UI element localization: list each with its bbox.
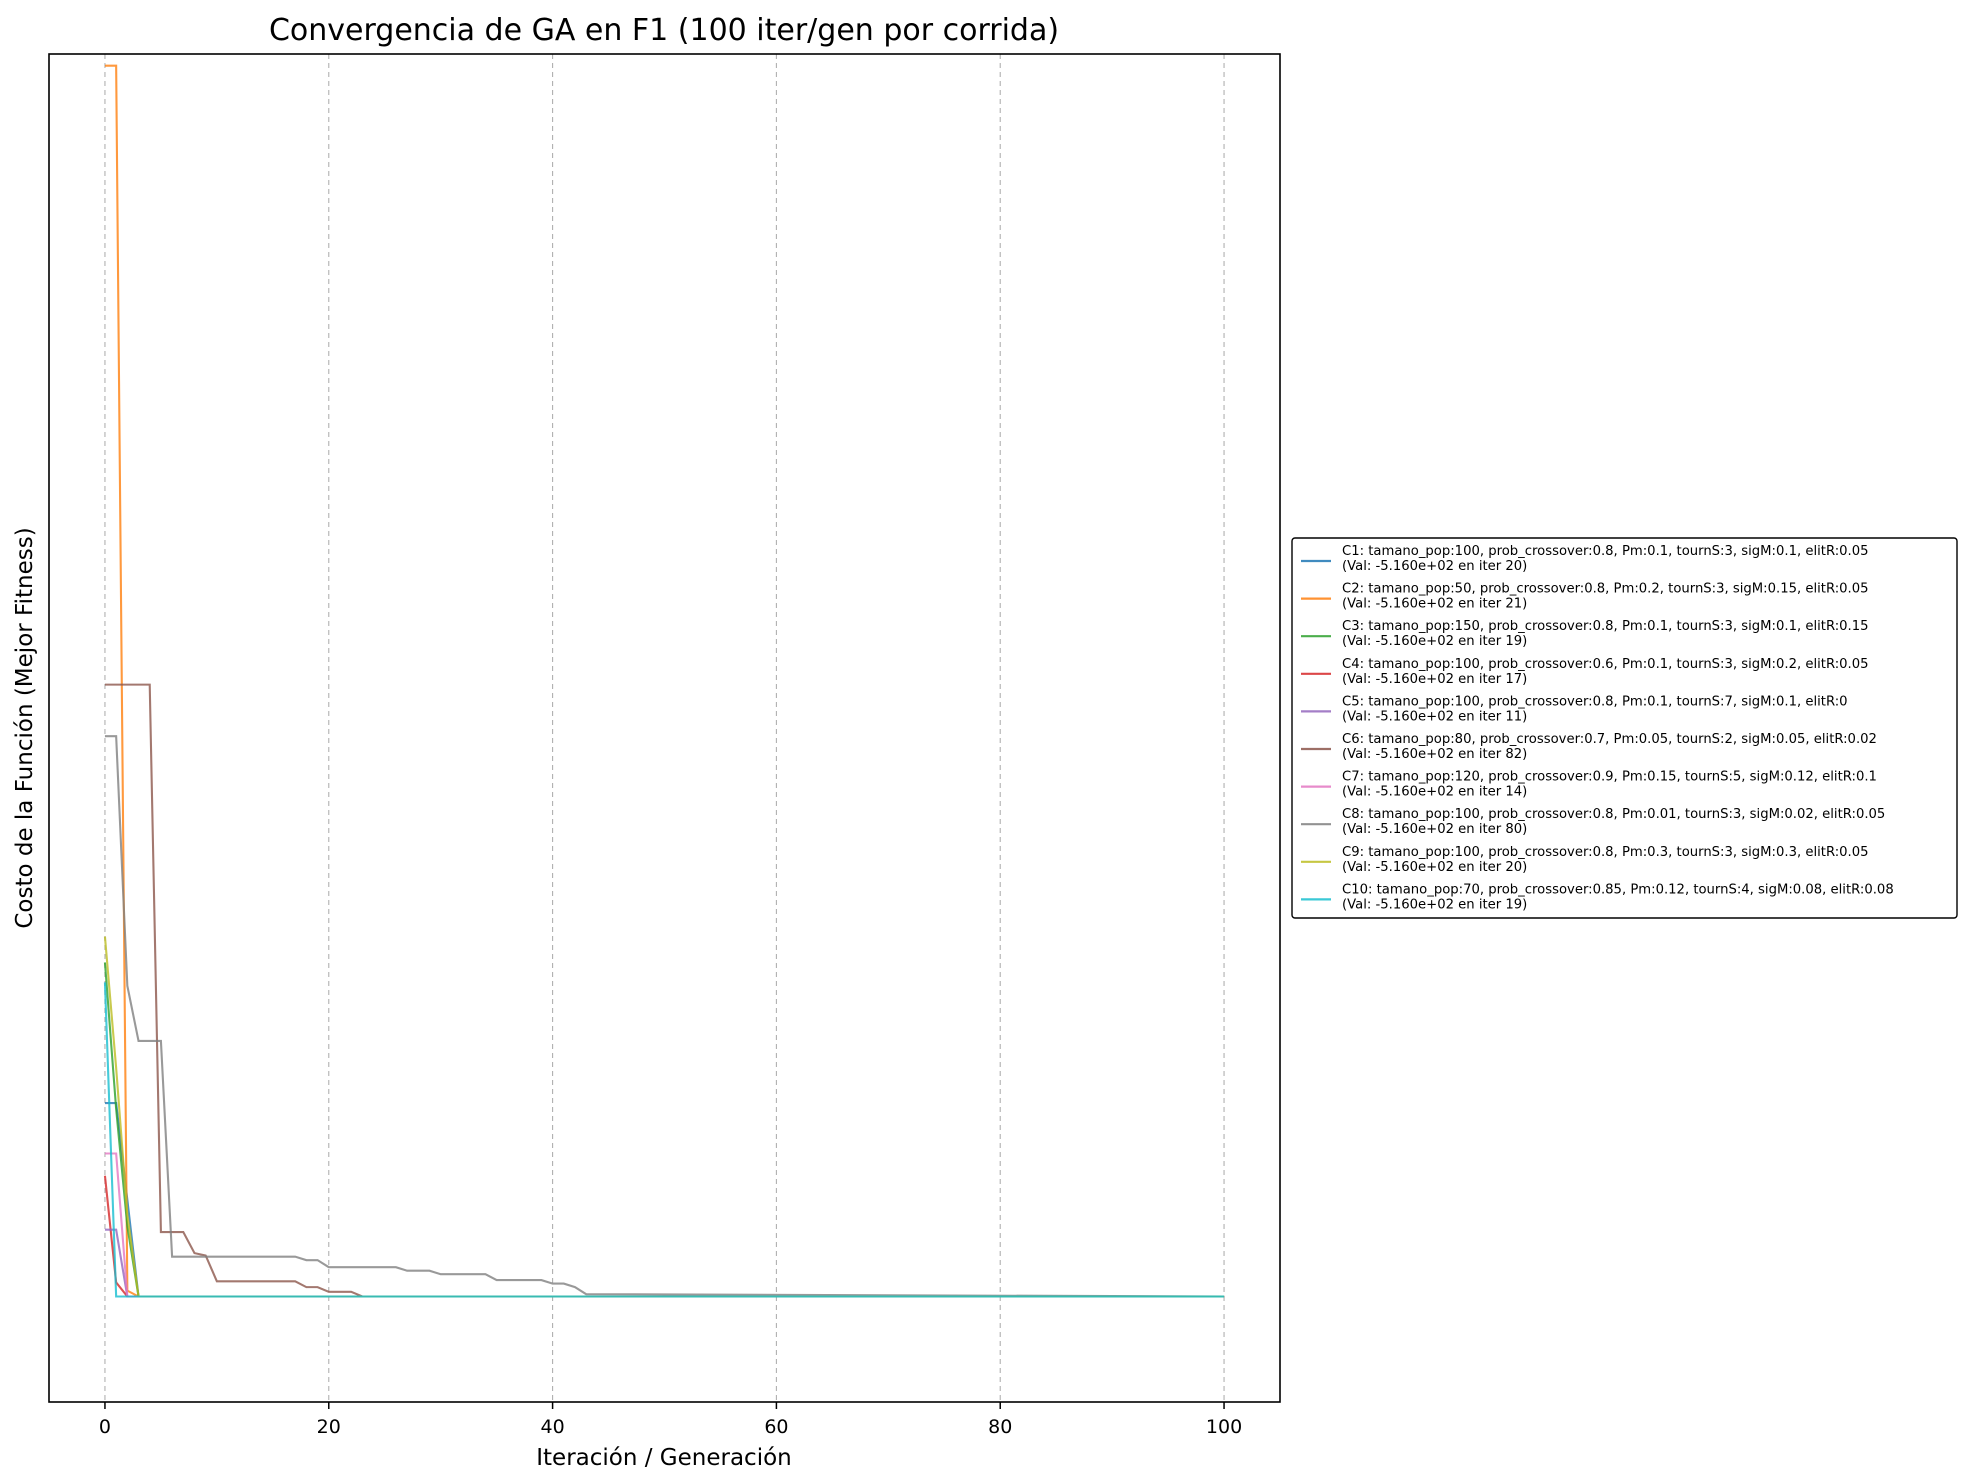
- x-tick-label: 20: [317, 1416, 341, 1438]
- legend-label: C5: tamano_pop:100, prob_crossover:0.8, …: [1342, 694, 1848, 709]
- legend-label: C10: tamano_pop:70, prob_crossover:0.85,…: [1342, 882, 1894, 897]
- chart-title: Convergencia de GA en F1 (100 iter/gen p…: [269, 13, 1059, 48]
- series-line-c7: [104, 1152, 1225, 1298]
- legend-label: C9: tamano_pop:100, prob_crossover:0.8, …: [1342, 845, 1869, 860]
- legend-label: C7: tamano_pop:120, prob_crossover:0.9, …: [1342, 770, 1877, 785]
- legend-entry-c10: C10: tamano_pop:70, prob_crossover:0.85,…: [1301, 882, 1894, 912]
- x-tick-label: 60: [764, 1416, 788, 1438]
- legend-sublabel: (Val: -5.160e+02 en iter 19): [1342, 634, 1527, 649]
- series-line-c10: [103, 982, 1225, 1298]
- series-line-c8: [104, 735, 1225, 1298]
- legend-entry-c6: C6: tamano_pop:80, prob_crossover:0.7, P…: [1301, 732, 1877, 762]
- legend-sublabel: (Val: -5.160e+02 en iter 11): [1342, 709, 1527, 724]
- plot-frame: [48, 53, 1281, 1403]
- legend-sublabel: (Val: -5.160e+02 en iter 21): [1342, 597, 1527, 612]
- legend-entry-c3: C3: tamano_pop:150, prob_crossover:0.8, …: [1301, 619, 1869, 649]
- series-line-c3: [103, 962, 1225, 1298]
- legend-label: C1: tamano_pop:100, prob_crossover:0.8, …: [1342, 544, 1869, 559]
- legend-label: C2: tamano_pop:50, prob_crossover:0.8, P…: [1342, 582, 1869, 597]
- x-tick-label: 100: [1206, 1416, 1242, 1438]
- grid: [104, 54, 1225, 1402]
- legend-box: [1291, 537, 1958, 919]
- legend-entry-c7: C7: tamano_pop:120, prob_crossover:0.9, …: [1301, 770, 1877, 800]
- legend-sublabel: (Val: -5.160e+02 en iter 82): [1342, 747, 1527, 762]
- legend-label: C8: tamano_pop:100, prob_crossover:0.8, …: [1342, 807, 1885, 822]
- x-tick-label: 80: [988, 1416, 1012, 1438]
- legend-label: C6: tamano_pop:80, prob_crossover:0.7, P…: [1342, 732, 1877, 747]
- series-line-c5: [104, 1228, 1225, 1298]
- legend-sublabel: (Val: -5.160e+02 en iter 80): [1342, 822, 1527, 837]
- legend-sublabel: (Val: -5.160e+02 en iter 19): [1342, 897, 1527, 912]
- series-lines: [103, 64, 1225, 1298]
- series-line-c6: [104, 683, 1225, 1298]
- legend-entry-c9: C9: tamano_pop:100, prob_crossover:0.8, …: [1301, 845, 1869, 875]
- legend-entry-c1: C1: tamano_pop:100, prob_crossover:0.8, …: [1301, 544, 1869, 574]
- legend-entry-c5: C5: tamano_pop:100, prob_crossover:0.8, …: [1301, 694, 1848, 724]
- legend: C1: tamano_pop:100, prob_crossover:0.8, …: [1291, 537, 1958, 919]
- x-tick-label: 40: [540, 1416, 564, 1438]
- series-line-c2: [104, 64, 1225, 1298]
- legend-sublabel: (Val: -5.160e+02 en iter 20): [1342, 559, 1527, 574]
- legend-entry-c8: C8: tamano_pop:100, prob_crossover:0.8, …: [1301, 807, 1885, 837]
- series-line-c1: [104, 1102, 1225, 1298]
- y-axis-label: Costo de la Función (Mejor Fitness): [12, 527, 38, 928]
- legend-sublabel: (Val: -5.160e+02 en iter 20): [1342, 860, 1527, 875]
- series-line-c4: [103, 1175, 1225, 1298]
- x-axis-label: Iteración / Generación: [536, 1445, 792, 1471]
- legend-entry-c2: C2: tamano_pop:50, prob_crossover:0.8, P…: [1301, 582, 1869, 612]
- legend-sublabel: (Val: -5.160e+02 en iter 17): [1342, 672, 1527, 687]
- legend-sublabel: (Val: -5.160e+02 en iter 14): [1342, 785, 1527, 800]
- legend-label: C3: tamano_pop:150, prob_crossover:0.8, …: [1342, 619, 1869, 634]
- x-axis-ticks: 0 20 40 60 80 100: [99, 1402, 1242, 1438]
- legend-entry-c4: C4: tamano_pop:100, prob_crossover:0.6, …: [1301, 657, 1869, 687]
- x-tick-label: 0: [99, 1416, 111, 1438]
- legend-label: C4: tamano_pop:100, prob_crossover:0.6, …: [1342, 657, 1869, 672]
- series-line-c9: [103, 936, 1225, 1298]
